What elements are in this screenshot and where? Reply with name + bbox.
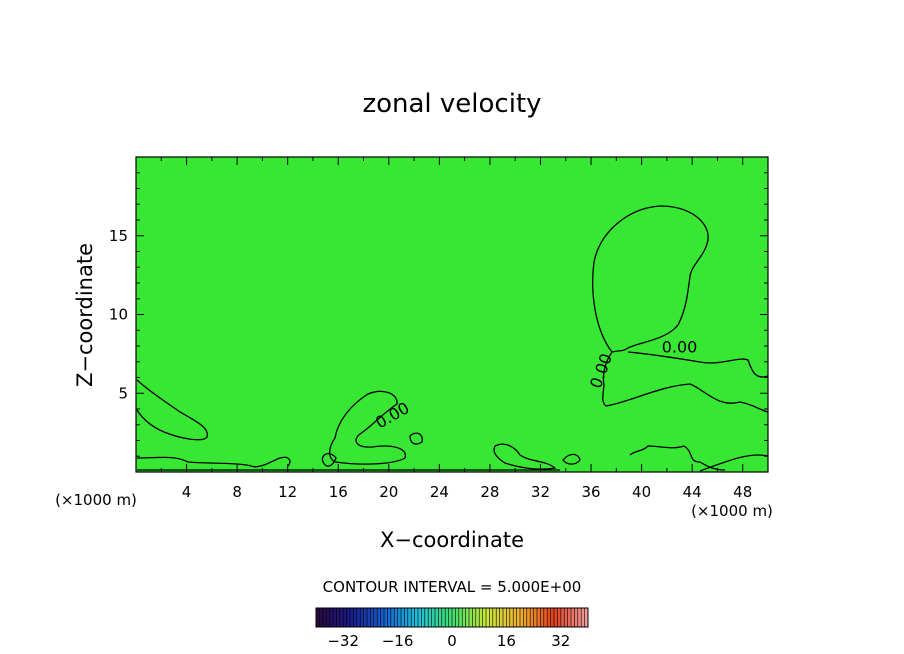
x-axis-ticks: 4 8 12 16 20 24 28 32 36 40 44 48 <box>160 157 752 501</box>
contour-line <box>321 452 337 467</box>
x-tick-label: 8 <box>232 483 242 501</box>
x-unit-left: (×1000 m) <box>55 491 137 509</box>
y-axis-ticks: 5 10 15 <box>109 172 768 457</box>
x-tick-label: 4 <box>182 483 192 501</box>
x-tick-label: 40 <box>632 483 651 501</box>
contour-line <box>136 379 209 441</box>
y-tick-label: 5 <box>118 384 128 402</box>
x-tick-label: 20 <box>379 483 398 501</box>
contour-interval: CONTOUR INTERVAL = 5.000E+00 <box>323 578 582 596</box>
contour-line <box>136 456 291 468</box>
contour-line <box>409 432 423 445</box>
contour-line <box>562 453 581 465</box>
plot-area: 0.000.000.00 <box>135 156 769 473</box>
contour-line <box>592 205 709 353</box>
colorbar-tick-label: 0 <box>447 632 457 650</box>
x-unit-right: (×1000 m) <box>691 502 773 520</box>
x-tick-label: 44 <box>683 483 702 501</box>
contour-line <box>493 443 557 470</box>
contour-line <box>699 454 769 472</box>
colorbar <box>315 607 589 628</box>
colorbar-frame <box>315 607 589 628</box>
contour-line <box>602 351 769 413</box>
x-tick-label: 48 <box>733 483 752 501</box>
x-tick-label: 24 <box>430 483 449 501</box>
colorbar-tick-label: 16 <box>497 632 516 650</box>
x-tick-label: 36 <box>581 483 600 501</box>
x-axis-label: X−coordinate <box>380 528 524 552</box>
contour-line <box>627 351 769 378</box>
contour-line <box>629 445 726 471</box>
x-tick-label: 16 <box>329 483 348 501</box>
y-tick-label: 10 <box>109 306 128 324</box>
contour-label: 0.00 <box>662 337 698 356</box>
x-tick-label: 12 <box>278 483 297 501</box>
colorbar-tick-label: −32 <box>327 632 359 650</box>
contour-line <box>329 390 406 465</box>
y-tick-label: 15 <box>109 227 128 245</box>
colorbar-tick-label: 32 <box>551 632 570 650</box>
velocity-field <box>136 157 768 472</box>
y-axis-label: Z−coordinate <box>73 243 97 387</box>
colorbar-ticks: −32 −16 0 16 32 <box>327 632 570 650</box>
colorbar-tick-label: −16 <box>382 632 414 650</box>
x-tick-label: 32 <box>531 483 550 501</box>
x-tick-label: 28 <box>480 483 499 501</box>
chart-title: zonal velocity <box>362 89 541 119</box>
